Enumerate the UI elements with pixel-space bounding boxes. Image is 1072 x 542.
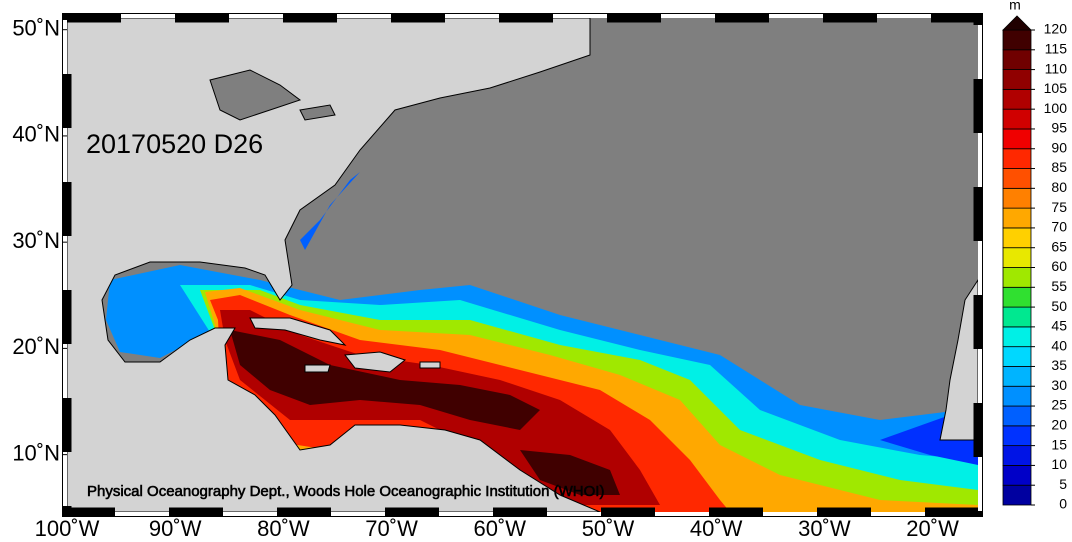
colorbar-label: 110 [1045,60,1068,76]
colorbar-label: 50 [1051,298,1067,314]
colorbar-label: 15 [1051,436,1067,452]
colorbar-label: 35 [1051,357,1067,373]
lakes [209,69,336,121]
colorbar-label: 10 [1051,456,1067,472]
colorbar-swatch [1002,88,1032,110]
colorbar-label: 45 [1051,318,1067,334]
colorbar-swatch [1002,326,1032,348]
colorbar-label: 5 [1059,476,1067,492]
colorbar-label: 100 [1044,100,1068,116]
colorbar-swatch [1002,49,1032,70]
map-area [67,18,978,512]
lon-tick-label: 90˚W [149,516,202,541]
colorbar-label: 65 [1051,238,1067,254]
colorbar-unit: m [1009,0,1021,13]
colorbar-swatch [1002,168,1032,189]
colorbar-label: 120 [1044,21,1068,37]
colorbar-swatch [1002,346,1032,367]
colorbar-swatch [1002,405,1032,427]
lon-tick-label: 30˚W [798,516,851,541]
lon-tick-label: 60˚W [473,516,526,541]
colorbar-label: 55 [1051,278,1067,294]
colorbar-swatch [1002,366,1032,387]
colorbar-swatch [1002,286,1032,308]
colorbar-label: 25 [1051,397,1067,413]
colorbar-label: 90 [1051,139,1067,155]
colorbar-swatch [1002,128,1032,150]
colorbar-label: 70 [1051,219,1067,235]
colorbar-arrow [1002,15,1032,31]
colorbar-swatch [1002,69,1032,90]
colorbar-label: 20 [1051,417,1067,433]
colorbar-swatch [1002,425,1032,447]
colorbar-label: 80 [1051,179,1067,195]
colorbar-swatch [1002,247,1032,268]
lon-tick-label: 40˚W [690,516,743,541]
colorbar-swatch [1002,108,1032,130]
colorbar-label: 40 [1051,337,1067,353]
colorbar-swatch [1002,465,1032,486]
lat-tick-label: 40˚N [12,122,60,147]
map-border [62,13,983,517]
land [67,18,978,512]
lat-tick-label: 10˚N [12,440,60,465]
lon-tick-label: 50˚W [582,516,635,541]
colorbar-label: 95 [1051,120,1067,136]
colorbar-swatch [1002,29,1032,51]
lat-tick-label: 30˚N [12,228,60,253]
colorbar-swatch [1002,148,1032,169]
colorbar-label: 30 [1051,377,1067,393]
lat-tick-label: 50˚N [12,15,60,40]
colorbar-label: 105 [1044,80,1068,96]
lon-tick-label: 70˚W [365,516,418,541]
colorbar-swatch [1002,227,1032,249]
colorbar-swatch [1002,207,1032,229]
colorbar-swatch [1002,445,1032,466]
lat-tick-label: 20˚N [12,334,60,359]
map-frame [62,13,983,517]
date-label: 20170520 D26 [86,129,263,159]
lon-tick-label: 20˚W [906,516,959,541]
colorbar-swatch [1002,187,1032,209]
colorbar-label: 85 [1051,159,1067,175]
credit: Physical Oceanography Dept., Woods Hole … [87,483,604,500]
lon-tick-label: 100˚W [35,516,100,541]
lon-tick-label: 80˚W [257,516,310,541]
colorbar-swatch [1002,484,1032,506]
colorbar-label: 0 [1059,496,1067,512]
colorbar-swatch [1002,267,1032,288]
colorbar-label: 115 [1045,40,1068,56]
colorbar-label: 75 [1051,199,1067,215]
colorbar-swatch [1002,306,1032,328]
colorbar-swatch [1002,385,1032,407]
colorbar-label: 60 [1051,258,1067,274]
